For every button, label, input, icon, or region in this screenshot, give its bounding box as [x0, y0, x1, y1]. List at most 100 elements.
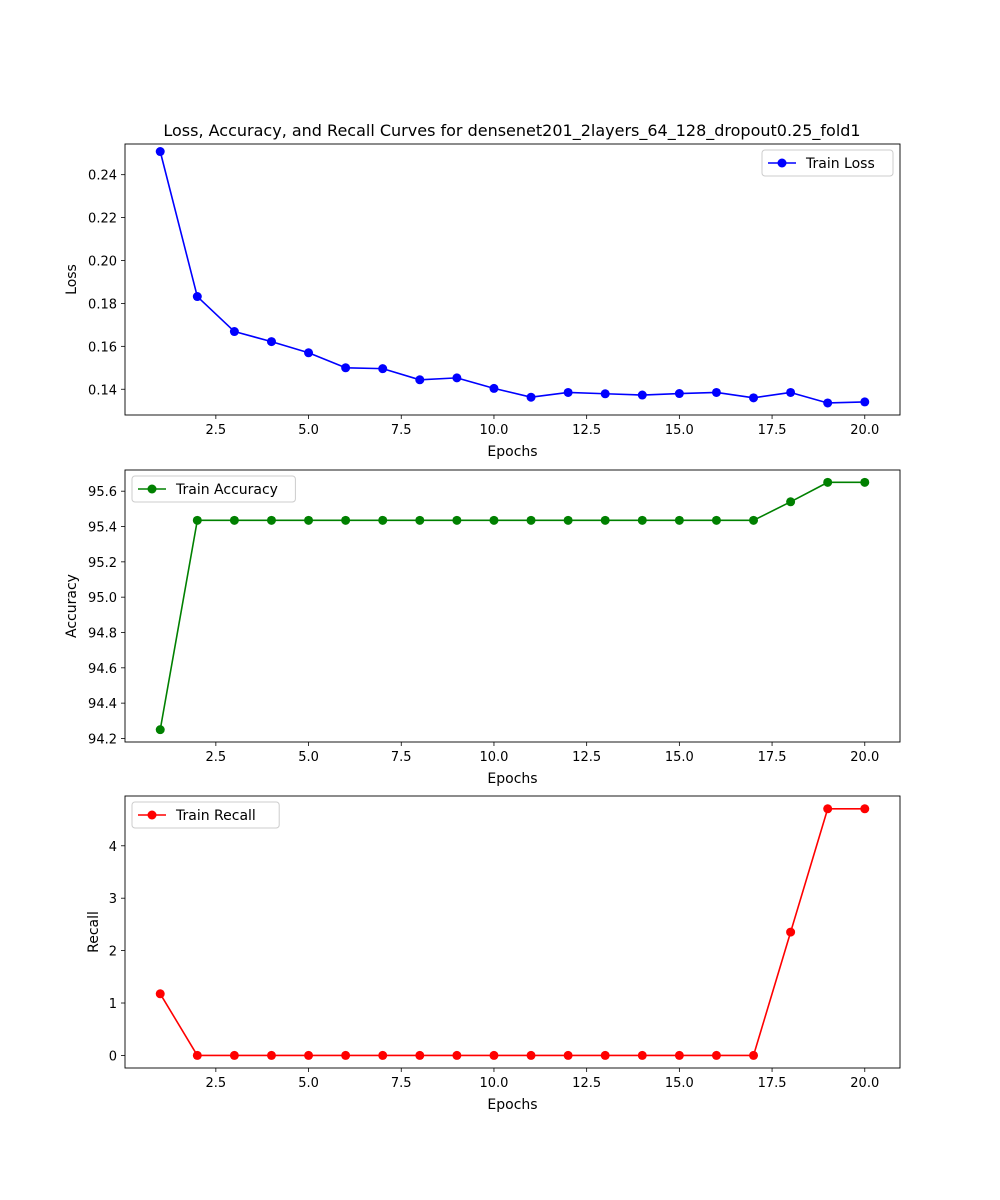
x-tick-label: 17.5	[758, 423, 787, 438]
data-point	[786, 927, 796, 937]
x-tick-label: 20.0	[850, 423, 879, 438]
x-tick-label: 17.5	[758, 750, 787, 765]
data-point	[860, 477, 870, 487]
data-point	[637, 1050, 647, 1060]
y-tick-label: 94.6	[88, 662, 117, 677]
data-point	[378, 364, 388, 374]
data-point	[563, 1050, 573, 1060]
x-tick-label: 10.0	[479, 423, 508, 438]
x-tick-label: 7.5	[391, 423, 412, 438]
legend-swatch-marker	[147, 484, 157, 494]
y-tick-label: 2	[109, 945, 117, 960]
legend-swatch-marker	[147, 810, 157, 820]
data-point	[711, 1050, 721, 1060]
y-tick-label: 95.6	[88, 485, 117, 500]
y-tick-label: 0	[109, 1049, 117, 1064]
x-tick-label: 7.5	[391, 750, 412, 765]
data-point	[415, 1050, 425, 1060]
data-point	[526, 392, 536, 402]
series-line	[159, 481, 865, 730]
data-point	[786, 497, 796, 507]
data-point	[415, 375, 425, 385]
y-tick-label: 4	[109, 840, 117, 855]
x-axis-label: Epochs	[487, 1097, 537, 1113]
data-point	[674, 389, 684, 399]
data-point	[266, 515, 276, 525]
y-tick-label: 0.22	[88, 212, 117, 227]
data-point	[711, 515, 721, 525]
y-axis-label: Recall	[86, 911, 102, 953]
data-point	[526, 515, 536, 525]
x-tick-label: 12.5	[572, 750, 601, 765]
data-point	[749, 393, 759, 403]
y-tick-label: 95.4	[88, 521, 117, 536]
data-point	[600, 389, 610, 399]
data-point	[823, 804, 833, 814]
y-tick-label: 1	[109, 997, 117, 1012]
legend-label: Train Loss	[805, 156, 875, 172]
data-point	[786, 387, 796, 397]
x-tick-label: 10.0	[479, 750, 508, 765]
data-point	[563, 515, 573, 525]
data-point	[266, 337, 276, 347]
data-point	[637, 390, 647, 400]
x-tick-label: 20.0	[850, 1076, 879, 1091]
x-tick-label: 5.0	[298, 423, 319, 438]
data-point	[341, 515, 351, 525]
data-point	[192, 292, 202, 302]
x-axis-label: Epochs	[487, 444, 537, 460]
x-tick-label: 12.5	[572, 423, 601, 438]
y-tick-label: 0.14	[88, 383, 117, 398]
data-point	[600, 1050, 610, 1060]
data-point	[266, 1050, 276, 1060]
x-tick-label: 2.5	[206, 750, 227, 765]
data-point	[600, 515, 610, 525]
y-tick-label: 94.4	[88, 697, 117, 712]
y-tick-label: 0.16	[88, 340, 117, 355]
subplots: 2.5 5.0 7.5 10.0 12.5 15.0 17.5 20.00.140.160.1…	[64, 143, 901, 1113]
y-tick-label: 3	[109, 892, 117, 907]
data-point	[415, 515, 425, 525]
subplot-loss: 2.5 5.0 7.5 10.0 12.5 15.0 17.5 20.0 0.14 0.16 0.1…	[64, 143, 901, 460]
x-tick-label: 2.5	[206, 423, 227, 438]
data-point	[489, 1050, 499, 1060]
y-axis-label: Loss	[64, 264, 80, 295]
data-point	[452, 1050, 462, 1060]
legend-frame	[131, 475, 296, 503]
y-axis-label: Accuracy	[64, 574, 80, 638]
legend-label: Train Accuracy	[175, 482, 278, 498]
data-point	[452, 373, 462, 383]
data-point	[711, 387, 721, 397]
x-tick-label: 7.5	[391, 1076, 412, 1091]
data-point	[155, 147, 165, 157]
data-point	[192, 515, 202, 525]
data-point	[749, 515, 759, 525]
plot-area-frame	[124, 143, 901, 416]
y-tick-label: 95.0	[88, 591, 117, 606]
data-point	[563, 387, 573, 397]
data-point	[526, 1050, 536, 1060]
x-tick-label: 5.0	[298, 1076, 319, 1091]
series-line	[159, 151, 865, 404]
data-point	[637, 515, 647, 525]
data-point	[749, 1050, 759, 1060]
series-line	[159, 807, 865, 1057]
y-tick-label: 94.2	[88, 732, 117, 747]
x-tick-label: 12.5	[572, 1076, 601, 1091]
data-point	[452, 515, 462, 525]
subplot-accuracy: 2.5 5.0 7.5 10.0 12.5 15.0 17.5 20.0 94.2 94.4 94.…	[64, 469, 901, 787]
data-point	[229, 515, 239, 525]
data-point	[489, 515, 499, 525]
data-point	[860, 804, 870, 814]
x-axis-label: Epochs	[487, 771, 537, 787]
data-point	[674, 1050, 684, 1060]
data-point	[192, 1050, 202, 1060]
plot-area-frame	[124, 469, 901, 743]
data-point	[489, 383, 499, 393]
y-tick-label: 0.24	[88, 169, 117, 184]
legend-frame	[761, 149, 894, 177]
data-point	[229, 327, 239, 337]
y-tick-label: 94.8	[88, 626, 117, 641]
